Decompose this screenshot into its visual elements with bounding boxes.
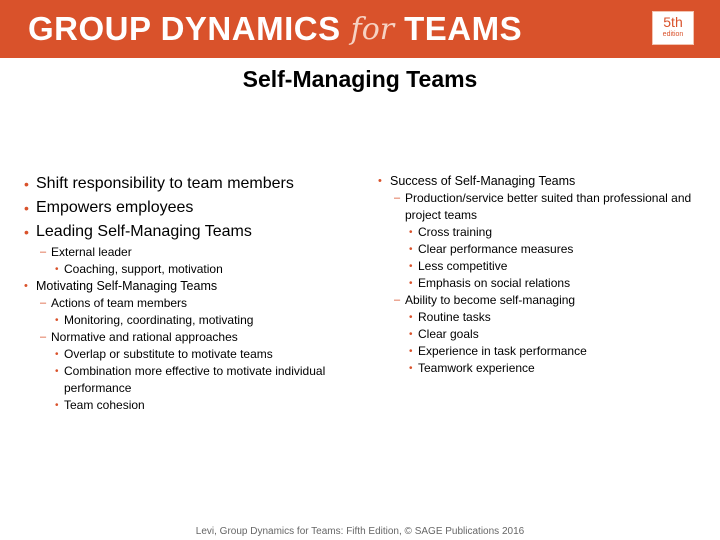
bullet-item: • Routine tasks: [378, 309, 698, 326]
bullet-item: • Team cohesion: [24, 397, 354, 414]
bullet-text: Team cohesion: [64, 398, 145, 412]
bullet-text: Shift responsibility to team members: [36, 175, 294, 192]
banner-title-part2: TEAMS: [404, 10, 523, 47]
bullet-text: Combination more effective to motivate i…: [64, 364, 326, 395]
bullet-item: • Motivating Self-Managing Teams: [24, 278, 354, 295]
bullet-text: Empowers employees: [36, 199, 194, 216]
bullet-dot-icon: •: [55, 349, 59, 360]
bullet-dot-icon: •: [55, 400, 59, 411]
bullet-item: • Experience in task performance: [378, 343, 698, 360]
left-column: • Shift responsibility to team members • E…: [24, 172, 354, 414]
edition-badge: 5th edition: [652, 11, 694, 45]
bullet-text: Experience in task performance: [418, 344, 587, 358]
bullet-text: Coaching, support, motivation: [64, 262, 223, 276]
bullet-text: Routine tasks: [418, 310, 491, 324]
bullet-text: Actions of team members: [51, 296, 188, 310]
bullet-item: • Empowers employees: [24, 196, 354, 220]
right-bullet-list: • Success of Self-Managing Teams – Product…: [378, 173, 698, 377]
bullet-text: Clear goals: [418, 327, 479, 341]
bullet-dot-icon: •: [24, 224, 29, 240]
right-column: • Success of Self-Managing Teams – Product…: [378, 173, 698, 377]
bullet-dash-icon: –: [394, 192, 401, 204]
banner: GROUP DYNAMICS for TEAMS 5th edition: [0, 0, 720, 58]
bullet-dot-icon: •: [55, 366, 59, 377]
bullet-dot-icon: •: [409, 346, 413, 357]
bullet-item: • Leading Self-Managing Teams: [24, 220, 354, 244]
bullet-dot-icon: •: [409, 227, 413, 238]
bullet-dash-icon: –: [394, 294, 401, 306]
bullet-item: – External leader: [24, 244, 354, 261]
edition-number: 5th: [663, 14, 683, 30]
bullet-dot-icon: •: [55, 264, 59, 275]
bullet-text: Emphasis on social relations: [418, 276, 571, 290]
bullet-dash-icon: –: [40, 246, 47, 258]
bullet-item: • Coaching, support, motivation: [24, 261, 354, 278]
bullet-text: Ability to become self-managing: [405, 293, 576, 307]
footer-citation: Levi, Group Dynamics for Teams: Fifth Ed…: [195, 526, 525, 537]
left-bullet-list: • Shift responsibility to team members • E…: [24, 172, 354, 414]
bullet-item: – Actions of team members: [24, 295, 354, 312]
slide-title: Self-Managing Teams: [242, 66, 478, 92]
bullet-dot-icon: •: [409, 244, 413, 255]
bullet-dot-icon: •: [409, 261, 413, 272]
bullet-text: Success of Self-Managing Teams: [390, 174, 576, 188]
bullet-text: Production/service better suited than pr…: [405, 191, 692, 222]
bullet-dash-icon: –: [40, 331, 47, 343]
bullet-text: Normative and rational approaches: [51, 330, 238, 344]
bullet-text: Less competitive: [418, 259, 508, 273]
bullet-item: – Normative and rational approaches: [24, 329, 354, 346]
bullet-text: Teamwork experience: [418, 361, 535, 375]
bullet-dash-icon: –: [40, 297, 47, 309]
edition-word: edition: [662, 31, 684, 38]
bullet-item: • Success of Self-Managing Teams: [378, 173, 698, 190]
bullet-text: Motivating Self-Managing Teams: [36, 279, 218, 293]
bullet-item: • Clear goals: [378, 326, 698, 343]
banner-title-for: for: [350, 11, 395, 47]
bullet-dot-icon: •: [55, 315, 59, 326]
bullet-dot-icon: •: [24, 280, 28, 292]
banner-title: GROUP DYNAMICS for TEAMS: [28, 6, 522, 52]
bullet-item: • Combination more effective to motivate …: [24, 363, 354, 397]
bullet-dot-icon: •: [409, 363, 413, 374]
bullet-text: Cross training: [418, 225, 493, 239]
bullet-item: • Cross training: [378, 224, 698, 241]
bullet-item: • Less competitive: [378, 258, 698, 275]
bullet-dot-icon: •: [24, 200, 29, 216]
banner-title-part1: GROUP DYNAMICS: [28, 10, 341, 47]
bullet-item: • Monitoring, coordinating, motivating: [24, 312, 354, 329]
bullet-text: External leader: [51, 245, 132, 259]
bullet-item: • Overlap or substitute to motivate teams: [24, 346, 354, 363]
bullet-item: – Production/service better suited than p…: [378, 190, 698, 224]
bullet-dot-icon: •: [24, 176, 29, 192]
bullet-text: Leading Self-Managing Teams: [36, 223, 252, 240]
bullet-dot-icon: •: [409, 312, 413, 323]
bullet-item: • Emphasis on social relations: [378, 275, 698, 292]
bullet-dot-icon: •: [409, 278, 413, 289]
bullet-dot-icon: •: [378, 175, 382, 187]
bullet-dot-icon: •: [409, 329, 413, 340]
bullet-text: Overlap or substitute to motivate teams: [64, 347, 273, 361]
bullet-item: • Shift responsibility to team members: [24, 172, 354, 196]
bullet-text: Monitoring, coordinating, motivating: [64, 313, 254, 327]
bullet-item: • Teamwork experience: [378, 360, 698, 377]
bullet-item: • Clear performance measures: [378, 241, 698, 258]
bullet-item: – Ability to become self-managing: [378, 292, 698, 309]
bullet-text: Clear performance measures: [418, 242, 574, 256]
